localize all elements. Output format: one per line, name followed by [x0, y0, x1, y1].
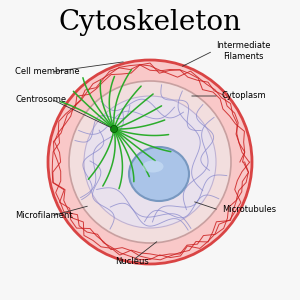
Text: Nucleus: Nucleus [115, 256, 149, 266]
Ellipse shape [129, 147, 189, 201]
Text: Cytoskeleton: Cytoskeleton [58, 9, 242, 36]
Text: Cell membrane: Cell membrane [15, 68, 80, 76]
Circle shape [48, 60, 252, 264]
Ellipse shape [142, 160, 164, 172]
Text: Cytoplasm: Cytoplasm [222, 92, 267, 100]
Text: Microfilament: Microfilament [15, 212, 73, 220]
Circle shape [110, 125, 118, 133]
Text: Intermediate
Filaments: Intermediate Filaments [216, 41, 271, 61]
Text: Centrosome: Centrosome [15, 94, 66, 103]
Circle shape [69, 81, 231, 243]
Text: Microtubules: Microtubules [222, 206, 276, 214]
Circle shape [84, 96, 216, 228]
